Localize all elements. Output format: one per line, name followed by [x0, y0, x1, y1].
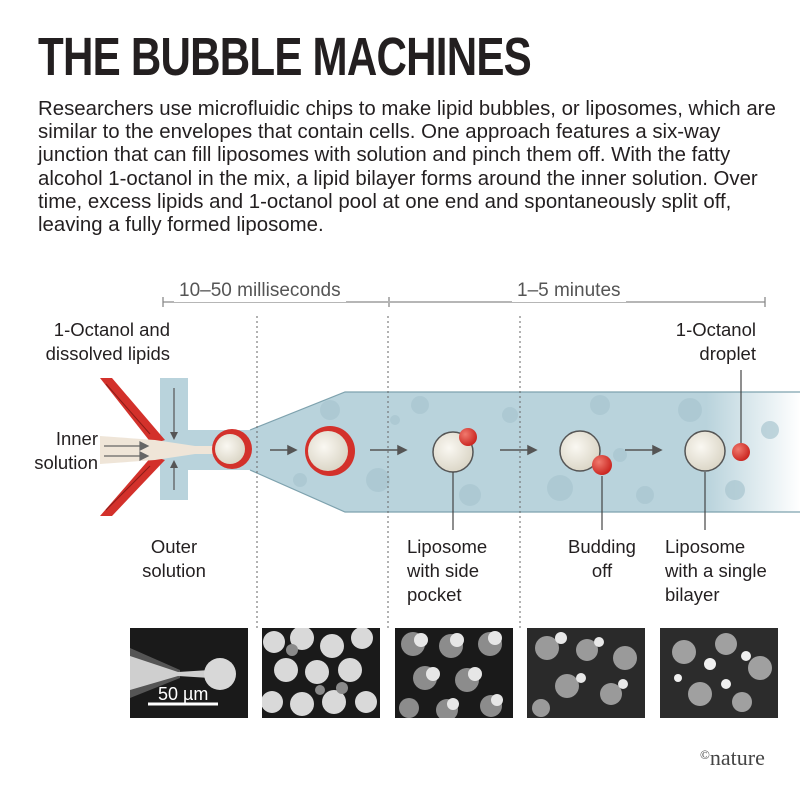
credit-name: nature [709, 745, 765, 770]
liposome-stage-1 [305, 426, 355, 476]
timeline-fast-bracket [162, 297, 388, 307]
timeline-slow-bracket [388, 297, 766, 307]
lipid-inflow-channels [100, 378, 165, 516]
inner-solution-inflow [100, 436, 220, 464]
octanol-droplet [732, 443, 750, 461]
microfluidic-diagram [100, 297, 800, 628]
label-single-bilayer: Liposome with a single bilayer [665, 536, 767, 605]
figure-title: THE BUBBLE MACHINES [38, 27, 532, 87]
copyright-symbol: © [700, 747, 710, 762]
channel [175, 392, 800, 512]
micrograph-stage-3 [527, 628, 645, 718]
micrograph-stage-4 [660, 628, 778, 718]
phase-slow-label: 1–5 minutes [512, 280, 626, 302]
micrograph-stage-1 [262, 628, 380, 718]
label-inner-solution: Inner solution [34, 428, 98, 473]
micrograph-stage-2 [395, 628, 513, 718]
nature-credit: ©nature [700, 745, 765, 771]
label-octanol-lipids: 1-Octanol and dissolved lipids [45, 319, 170, 364]
micrograph-junction [130, 628, 248, 718]
label-budding: Budding off [568, 536, 636, 581]
intro-paragraph: Researchers use microfluidic chips to ma… [38, 98, 776, 237]
forming-liposome [212, 429, 252, 469]
stage-separators [256, 316, 521, 628]
liposome-budding [559, 430, 612, 475]
flow-arrows [270, 444, 663, 456]
liposome-side-pocket [432, 428, 477, 473]
phase-fast-label: 10–50 milliseconds [174, 280, 346, 302]
scale-bar-label: 50 µm [158, 684, 209, 704]
liposome-single-bilayer [684, 430, 726, 472]
label-octanol-droplet: 1-Octanol droplet [675, 319, 756, 364]
label-outer-solution: Outer solution [142, 536, 206, 581]
label-side-pocket: Liposome with side pocket [407, 536, 488, 605]
leader-lines [452, 370, 742, 530]
